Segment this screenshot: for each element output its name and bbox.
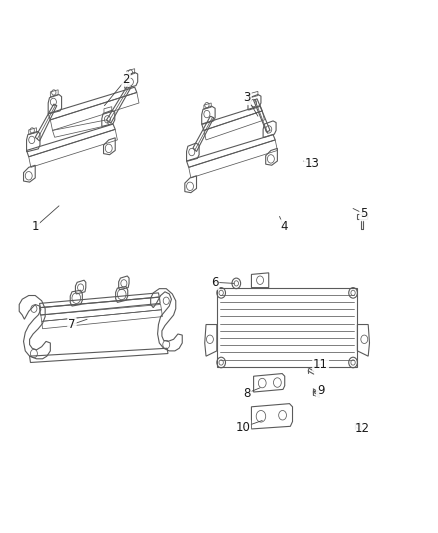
Text: 11: 11 [313,358,328,370]
Text: 6: 6 [211,276,219,289]
Text: 7: 7 [68,318,76,331]
Text: 5: 5 [360,207,367,220]
Text: 10: 10 [235,421,250,434]
Text: 1: 1 [32,221,39,233]
Text: 4: 4 [280,221,288,233]
Text: 3: 3 [244,91,251,104]
Text: 9: 9 [317,384,325,397]
Text: 12: 12 [354,423,369,435]
Text: 8: 8 [244,386,251,400]
Text: 2: 2 [122,73,130,86]
Text: 13: 13 [304,157,319,170]
